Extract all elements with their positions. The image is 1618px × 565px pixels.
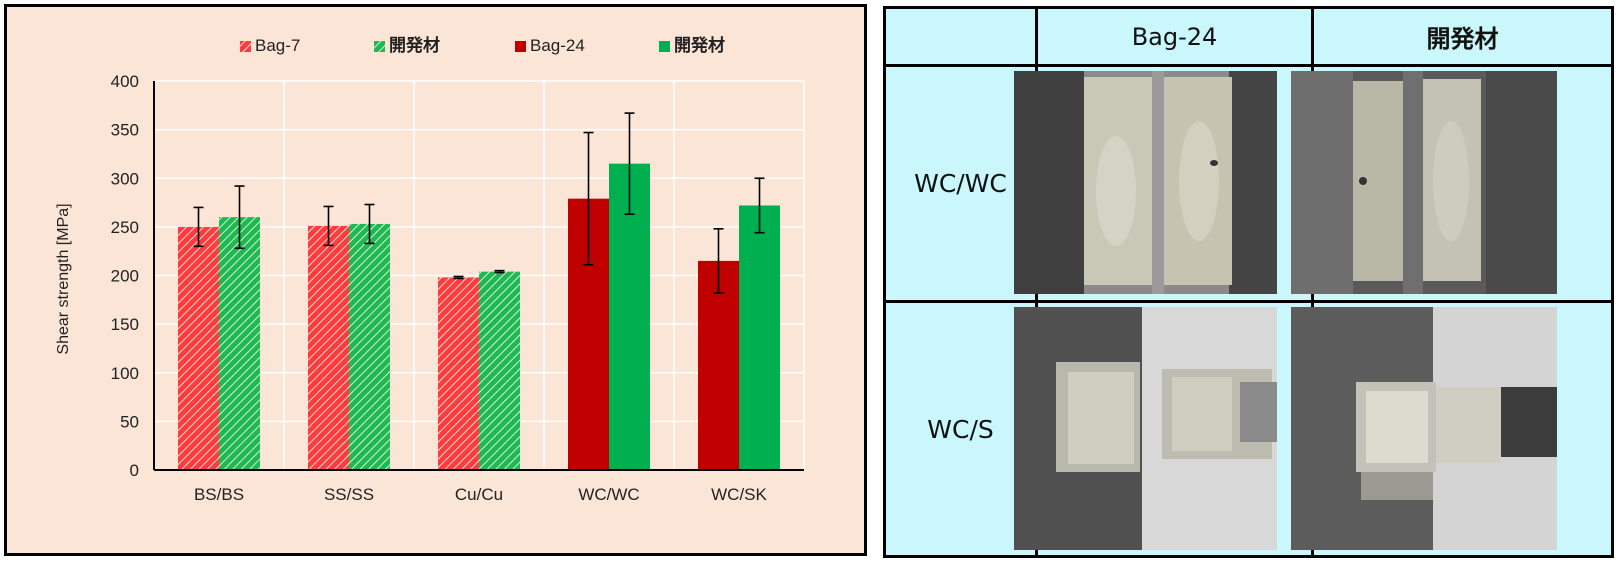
legend-swatch: [240, 41, 251, 52]
chart-panel: 0 50 100 150 200 250 300 350 400 BS/BS SS/SS Cu/Cu W…: [4, 4, 867, 556]
fracture-photo-table: Bag-24 開発材 WC/WC WC/S: [883, 6, 1614, 558]
wc-wc-dev-photo: [1291, 71, 1557, 294]
y-tick-label: 50: [120, 412, 139, 431]
wc-wc-bag24-photo: [1014, 71, 1277, 294]
x-tick-label: Cu/Cu: [455, 485, 503, 504]
bar-bs-bs-series-0: [178, 226, 219, 470]
bar-wc-sk-series-2: [698, 260, 739, 470]
y-tick-label: 200: [111, 267, 139, 286]
x-tick-label: WC/WC: [578, 485, 639, 504]
x-tick-label: BS/BS: [194, 485, 244, 504]
column-header-bag24: Bag-24: [1038, 9, 1311, 64]
legend-swatch: [515, 41, 526, 52]
y-tick-label: 350: [111, 121, 139, 140]
bar-cu-cu-series-0: [438, 277, 479, 470]
legend-swatch: [374, 41, 385, 52]
shear-strength-chart: 0 50 100 150 200 250 300 350 400 BS/BS SS/SS Cu/Cu W…: [55, 35, 805, 504]
bar-ss-ss-series-1: [349, 223, 390, 470]
column-header-development-material: 開発材: [1314, 9, 1611, 64]
bar-wc-sk-series-3: [739, 205, 780, 471]
y-tick-label: 150: [111, 315, 139, 334]
legend-label: Bag-7: [255, 36, 300, 55]
y-tick-label: 300: [111, 169, 139, 188]
table-corner-cell: [886, 9, 1035, 64]
bar-ss-ss-series-0: [308, 225, 349, 470]
row-label-wc-wc: WC/WC: [886, 67, 1035, 300]
y-tick-label: 0: [130, 461, 139, 480]
bar-bs-bs-series-1: [219, 217, 260, 470]
legend-label: 開発材: [389, 35, 440, 55]
bar-cu-cu-series-1: [479, 271, 520, 470]
legend-swatch: [659, 41, 670, 52]
wc-s-bag24-photo: [1014, 307, 1277, 550]
wc-s-dev-photo: [1291, 307, 1557, 550]
legend-label: Bag-24: [530, 36, 585, 55]
y-tick-label: 100: [111, 364, 139, 383]
legend-label: 開発材: [674, 35, 725, 55]
x-tick-label: WC/SK: [711, 485, 767, 504]
y-tick-label: 400: [111, 72, 139, 91]
row-label-wc-s: WC/S: [886, 303, 1035, 555]
y-tick-label: 250: [111, 218, 139, 237]
x-tick-label: SS/SS: [324, 485, 374, 504]
y-axis-label: Shear strength [MPa]: [55, 203, 72, 354]
